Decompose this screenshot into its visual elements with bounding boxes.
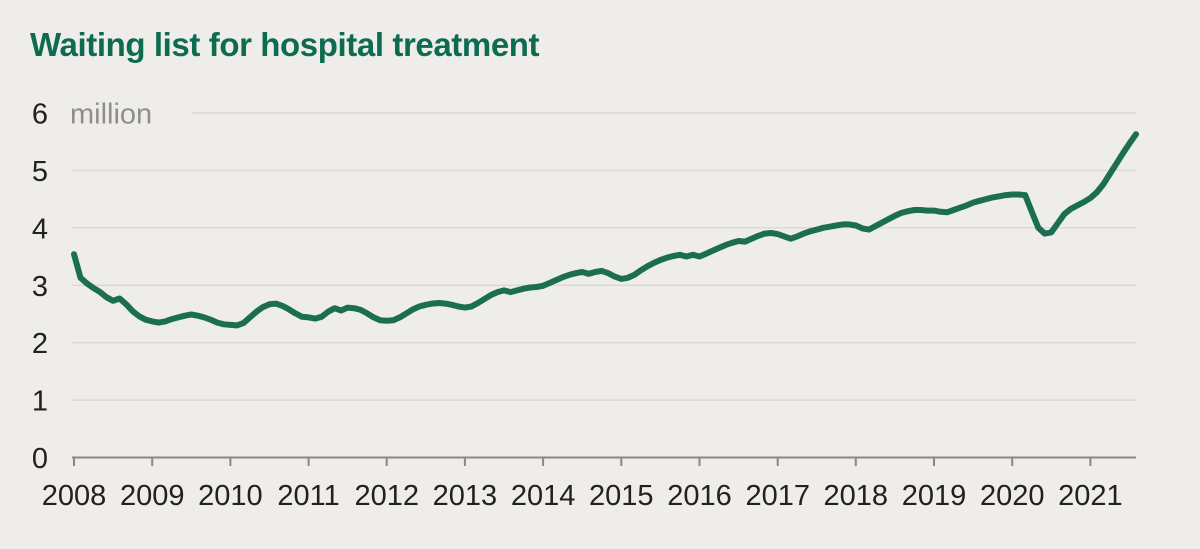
x-tick-label: 2013 [433,480,498,512]
x-tick-label: 2011 [277,480,339,512]
chart-title: Waiting list for hospital treatment [30,26,540,63]
x-tick-label: 2015 [589,480,654,512]
x-tick-label: 2014 [511,480,576,512]
x-tick-label: 2016 [667,480,732,512]
x-tick-label: 2010 [198,480,263,512]
unit-label: million [70,99,152,131]
x-tick-label: 2008 [42,480,107,512]
y-tick-label: 2 [32,328,48,360]
x-tick-label: 2009 [120,480,185,512]
y-tick-label: 3 [32,271,48,303]
x-tick-label: 2019 [902,480,967,512]
x-tick-label: 2020 [980,480,1045,512]
y-tick-label: 1 [32,386,48,418]
x-tick-label: 2017 [745,480,810,512]
y-tick-label: 6 [32,99,48,131]
y-tick-label: 5 [32,156,48,188]
x-tick-label: 2018 [824,480,889,512]
x-tick-label: 2012 [354,480,419,512]
x-tick-label: 2021 [1058,480,1123,512]
y-tick-label: 0 [32,443,48,475]
series-line [71,131,1139,329]
y-tick-label: 4 [32,213,48,245]
